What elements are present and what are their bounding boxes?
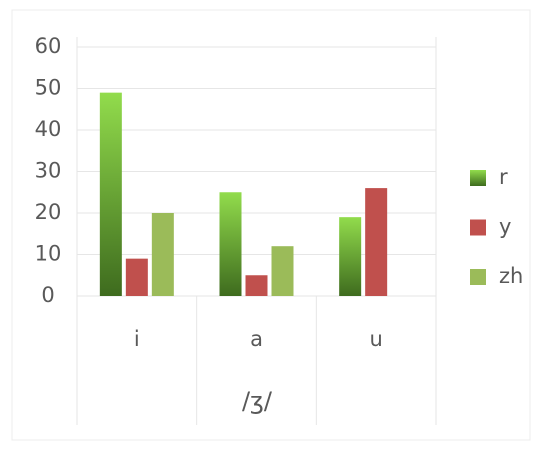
y-tick-label: 40 [35, 117, 62, 141]
legend-label: y [499, 215, 511, 239]
y-tick-label: 20 [35, 200, 62, 224]
y-tick-label: 50 [35, 76, 62, 100]
x-axis-title: /ʒ/ [242, 387, 273, 415]
legend-swatch [470, 219, 486, 236]
bar [339, 217, 362, 296]
legend-label: zh [499, 264, 523, 288]
y-tick-label: 10 [35, 242, 62, 266]
y-tick-label: 0 [41, 283, 54, 307]
legend-swatch [470, 170, 486, 186]
bar [125, 258, 148, 296]
bar [245, 275, 268, 296]
x-tick-label: a [250, 327, 263, 351]
legend-label: r [499, 165, 508, 189]
x-tick-label: u [370, 327, 383, 351]
y-tick-label: 30 [35, 159, 62, 183]
bar [219, 192, 242, 296]
legend-swatch [470, 269, 486, 285]
bar [271, 246, 294, 296]
x-tick-label: i [134, 327, 140, 351]
bar [151, 213, 174, 296]
y-tick-label: 60 [35, 34, 62, 58]
chart-border [11, 9, 531, 441]
bar [99, 92, 122, 297]
bar [365, 188, 388, 296]
